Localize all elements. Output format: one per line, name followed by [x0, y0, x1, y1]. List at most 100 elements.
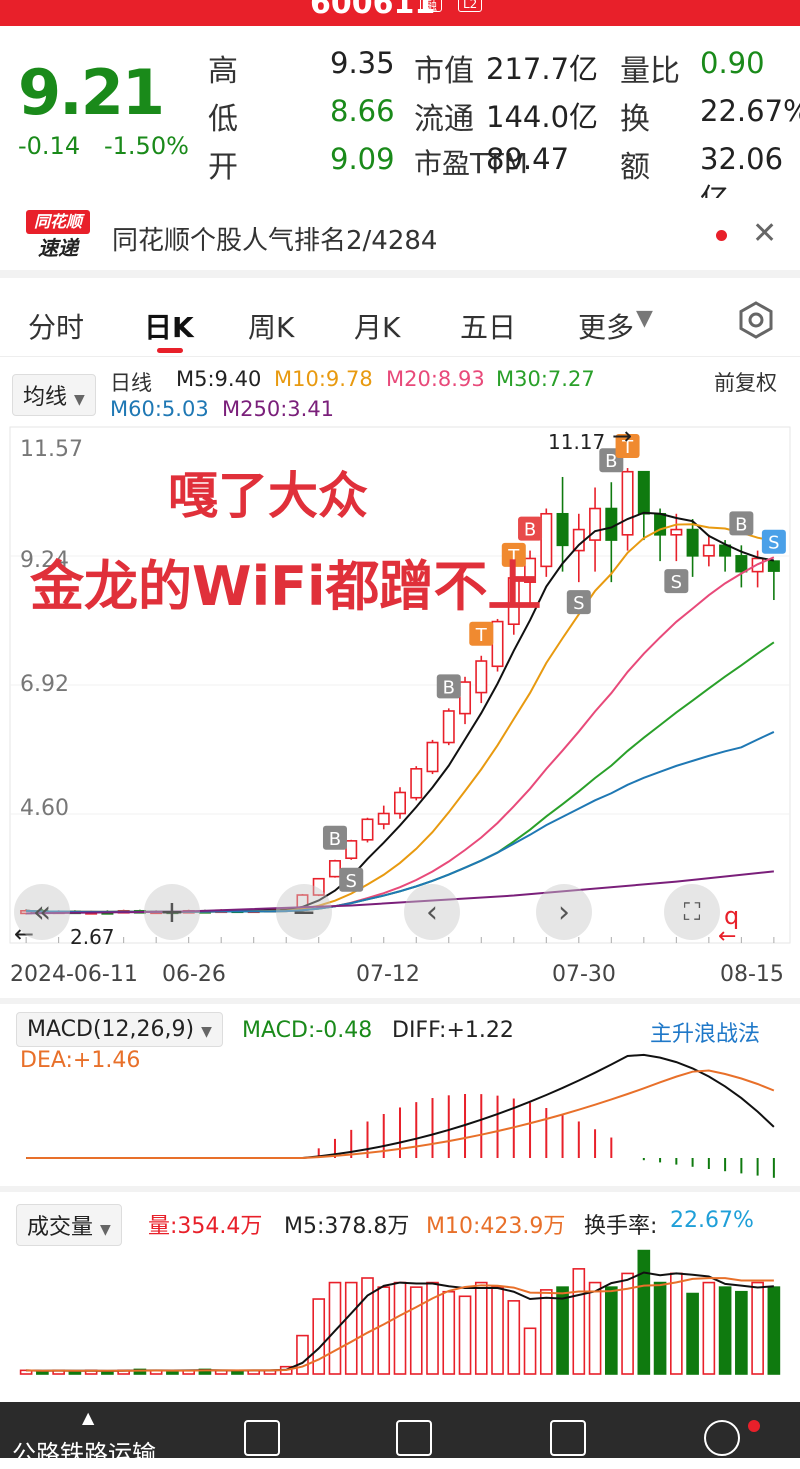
- notes-icon[interactable]: [244, 1420, 280, 1456]
- volume-value: 量:354.4万: [148, 1214, 263, 1239]
- level2-badge: L2: [458, 0, 483, 12]
- settings-gear-icon[interactable]: [736, 300, 776, 340]
- signal-marker-label: B: [735, 514, 747, 535]
- signal-marker: [615, 434, 640, 459]
- prev-button[interactable]: ‹: [404, 884, 460, 940]
- quote-value: 8.66: [330, 94, 395, 128]
- candle: [377, 812, 390, 825]
- remove-icon[interactable]: [550, 1420, 586, 1456]
- candle: [702, 544, 715, 557]
- margin-badge: 融: [420, 0, 443, 13]
- dea-value: DEA:+1.46: [20, 1048, 141, 1073]
- strategy-link[interactable]: 主升浪战法: [650, 1022, 761, 1047]
- signal-marker: [322, 825, 347, 850]
- candle: [345, 840, 358, 860]
- macd-select[interactable]: MACD(12,26,9) ▼: [16, 1012, 223, 1047]
- diff-value: DIFF:+1.22: [392, 1018, 514, 1043]
- signal-marker: [469, 621, 494, 646]
- volume-chart[interactable]: [0, 1232, 800, 1382]
- candle: [572, 528, 585, 552]
- volume-bar: [588, 1281, 602, 1375]
- turnover-value: 22.67%: [670, 1208, 754, 1233]
- candle: [540, 512, 553, 568]
- expand-up-icon[interactable]: ▲: [82, 1408, 95, 1427]
- volume-bar: [458, 1295, 472, 1375]
- tab-3[interactable]: 月K: [354, 311, 401, 344]
- tab-4[interactable]: 五日: [460, 311, 517, 344]
- tab-0[interactable]: 分时: [28, 311, 85, 344]
- quote-value: 89.47: [486, 142, 570, 176]
- quote-value: 217.7亿: [486, 52, 599, 86]
- volume-bar: [767, 1286, 781, 1375]
- volume-bar: [474, 1281, 488, 1375]
- zoom-out-button[interactable]: −: [276, 884, 332, 940]
- add-watchlist-icon[interactable]: [396, 1420, 432, 1456]
- tab-1[interactable]: 日K: [144, 311, 194, 344]
- volume-select[interactable]: 成交量 ▼: [16, 1204, 122, 1246]
- signal-marker-label: B: [443, 677, 455, 698]
- volume-bar: [361, 1277, 374, 1375]
- next-button[interactable]: ›: [536, 884, 592, 940]
- more-dropdown-icon[interactable]: ▼: [636, 306, 653, 331]
- macd-chart[interactable]: [0, 1040, 800, 1180]
- fullscreen-icon[interactable]: ⛶: [664, 884, 720, 940]
- close-icon[interactable]: ✕: [752, 216, 778, 251]
- ma250-label: M250:3.41: [222, 397, 335, 421]
- news-banner[interactable]: 同花顺 速递 同花顺个股人气排名2/4284 ✕: [0, 198, 800, 278]
- bottom-toolbar: ▲ 公路铁路运输: [0, 1402, 800, 1468]
- high-arrow-icon: →: [612, 422, 633, 450]
- divider: [0, 356, 800, 357]
- divider: [0, 998, 800, 1004]
- ma30-label: M30:7.27: [496, 367, 595, 391]
- signal-marker: [729, 511, 754, 536]
- ma5-label: M5:9.40: [176, 367, 262, 391]
- ma30-line: [26, 641, 775, 913]
- period-label: 日线: [110, 371, 152, 395]
- tab-2[interactable]: 周K: [248, 311, 295, 344]
- volume-bar: [572, 1268, 586, 1375]
- volume-bar: [166, 1370, 179, 1375]
- zoom-in-button[interactable]: +: [144, 884, 200, 940]
- quote-label: 市盈TTM: [414, 147, 528, 180]
- macd-value: MACD:-0.48: [242, 1018, 373, 1043]
- signal-marker-label: S: [671, 572, 682, 593]
- candle: [767, 560, 780, 572]
- quote-value: 9.09: [330, 142, 395, 176]
- adjust-select[interactable]: 前复权: [714, 371, 777, 395]
- quote-label: 高: [208, 54, 238, 89]
- signal-marker: [761, 529, 786, 554]
- signal-marker-label: S: [573, 593, 584, 614]
- signal-marker-label: S: [768, 533, 779, 554]
- divider: [0, 1186, 800, 1192]
- menu-icon[interactable]: [704, 1420, 740, 1456]
- signal-marker-label: S: [346, 871, 357, 892]
- volume-bar: [686, 1292, 699, 1375]
- sector-label[interactable]: 公路铁路运输: [12, 1440, 156, 1468]
- candle: [426, 741, 439, 773]
- volume-bar: [442, 1290, 456, 1375]
- quote-label: 流通: [414, 102, 474, 137]
- stock-code: 600611: [310, 0, 436, 21]
- vol-ma10-line: [26, 1277, 774, 1372]
- high-marker: 11.17: [548, 430, 606, 454]
- volume-bar: [718, 1286, 732, 1375]
- candle: [361, 818, 374, 841]
- tab-5[interactable]: 更多: [578, 311, 635, 344]
- ma-select[interactable]: 均线 ▼: [12, 374, 96, 416]
- signal-marker-label: T: [507, 546, 520, 567]
- marker-q: q: [724, 902, 740, 930]
- signal-marker: [501, 542, 526, 567]
- volume-bar: [296, 1334, 309, 1375]
- quote-label: 开: [208, 150, 238, 185]
- rewind-button[interactable]: «: [14, 884, 70, 940]
- overlay-caption-1: 嘎了大众: [168, 467, 368, 525]
- volume-bar: [670, 1272, 683, 1375]
- date-label-3: 07-12: [356, 962, 420, 987]
- candle: [621, 470, 634, 536]
- ma250-line: [26, 870, 774, 915]
- quote-label: 换: [620, 102, 650, 137]
- ma10-label: M10:9.78: [274, 367, 373, 391]
- volume-bar: [133, 1368, 147, 1375]
- candle: [442, 710, 455, 744]
